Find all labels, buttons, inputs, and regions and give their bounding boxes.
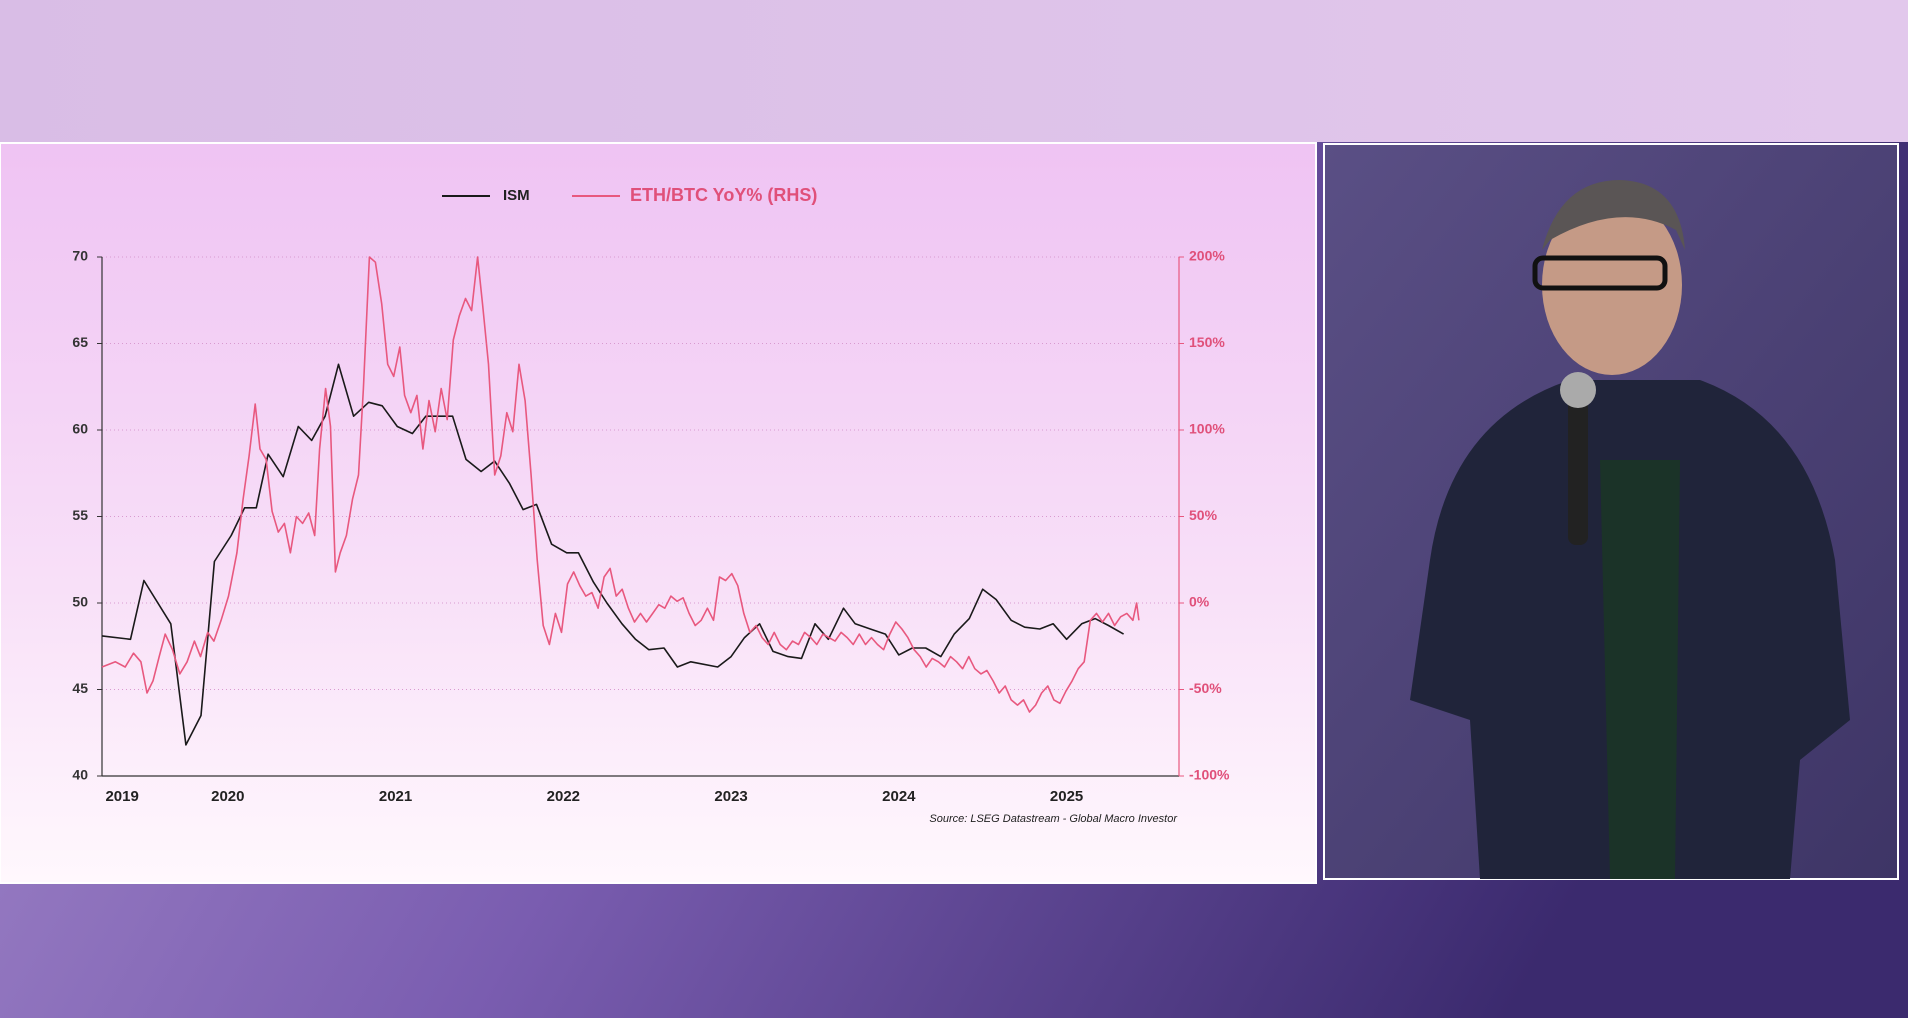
y2-tick-label: 50% [1189, 507, 1218, 523]
series-line [101, 256, 1140, 713]
speaker [1410, 180, 1850, 879]
speaker-shirt [1600, 460, 1680, 879]
series-line [101, 363, 1124, 746]
x-tick-label: 2021 [379, 788, 412, 805]
y2-tick-label: -100% [1189, 767, 1230, 783]
legend-label: ETH/BTC YoY% (RHS) [630, 185, 817, 205]
source-note: Source: LSEG Datastream - Global Macro I… [929, 813, 1178, 825]
y-tick-label: 40 [72, 767, 88, 783]
x-tick-label: 2023 [714, 788, 747, 805]
microphone [1568, 385, 1588, 545]
x-tick-label: 2025 [1050, 788, 1083, 805]
speaker-glasses [1532, 255, 1668, 291]
y-tick-label: 65 [72, 334, 88, 350]
x-tick-label: 2022 [547, 788, 580, 805]
chart-panel [0, 142, 1317, 884]
y-tick-label: 55 [72, 507, 88, 523]
y-tick-label: 45 [72, 680, 88, 696]
legend-label: ISM [503, 187, 530, 204]
y2-tick-label: 100% [1189, 421, 1225, 437]
speaker-hair [1542, 180, 1685, 250]
y2-tick-label: 200% [1189, 248, 1225, 264]
top-band [0, 0, 1908, 142]
y2-tick-label: 150% [1189, 334, 1225, 350]
y2-tick-label: -50% [1189, 680, 1222, 696]
microphone-head [1560, 372, 1596, 408]
x-tick-label: 2019 [105, 788, 138, 805]
x-tick-label: 2024 [882, 788, 916, 805]
y2-tick-label: 0% [1189, 594, 1210, 610]
y-tick-label: 60 [72, 421, 88, 437]
y-tick-label: 50 [72, 594, 88, 610]
y-tick-label: 70 [72, 248, 88, 264]
x-tick-label: 2020 [211, 788, 244, 805]
speaker-head [1542, 195, 1682, 375]
